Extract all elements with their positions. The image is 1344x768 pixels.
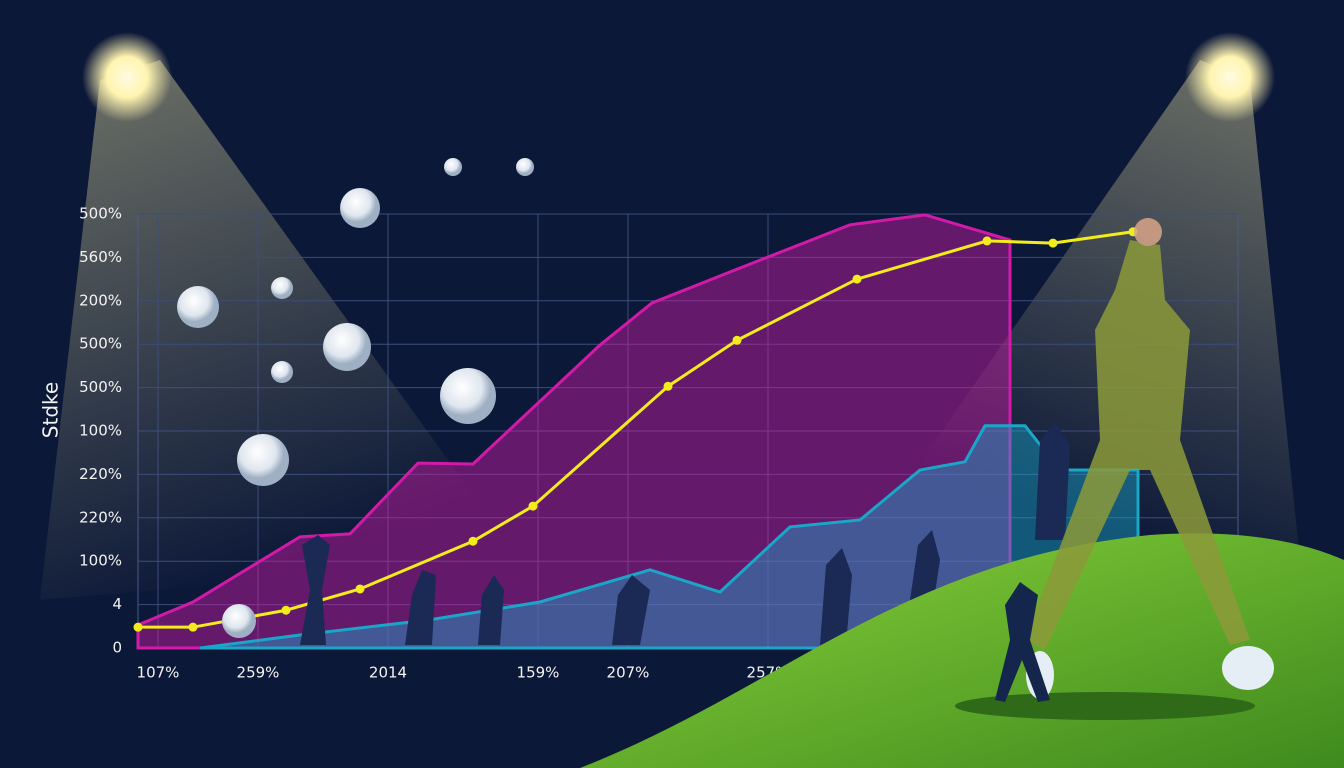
spotlight <box>1185 32 1275 122</box>
golf-ball <box>271 361 293 383</box>
point <box>281 605 291 615</box>
y-tick-label: 100% <box>79 552 122 570</box>
background <box>40 32 1300 600</box>
shadow <box>955 692 1255 720</box>
spotlight-beam <box>40 60 520 600</box>
spotlight <box>82 32 172 122</box>
y-axis-label: Stdke <box>39 382 63 438</box>
shoe <box>1222 646 1274 690</box>
point <box>355 584 365 594</box>
point <box>663 381 673 391</box>
golf-ball <box>440 368 496 424</box>
y-tick-label: 500% <box>79 378 122 396</box>
golf-ball <box>323 323 371 371</box>
y-tick-label: 200% <box>79 291 122 309</box>
point <box>468 536 478 546</box>
x-tick-label: 207% <box>607 664 650 682</box>
silhouettes <box>300 422 1070 645</box>
point <box>1048 238 1058 248</box>
golf-ball <box>271 277 293 299</box>
golf-ball <box>237 434 289 486</box>
golf-ball <box>177 286 219 328</box>
y-tick-label: 500% <box>79 205 122 223</box>
x-tick-label: 159% <box>517 664 560 682</box>
golf-ball <box>340 188 380 228</box>
point <box>732 335 742 345</box>
x-tick-label: 259% <box>237 664 280 682</box>
point <box>133 622 143 632</box>
spotlight-beam <box>880 60 1300 560</box>
point <box>188 622 198 632</box>
golf-ball <box>516 158 534 176</box>
line <box>138 230 1134 629</box>
golf-ball <box>222 604 256 638</box>
y-tick-label: 500% <box>79 335 122 353</box>
y-tick-label: 220% <box>79 508 122 526</box>
y-tick-label: 100% <box>79 422 122 440</box>
plot: 0 4 100% 220% 220% 100% 500% 500% 200% 560% 500% 10… <box>79 205 1239 682</box>
golfer <box>1025 218 1250 650</box>
y-tick-label: 220% <box>79 465 122 483</box>
y-tick-label: 560% <box>79 248 122 266</box>
silhouette <box>995 582 1050 702</box>
point <box>528 501 538 511</box>
y-tick-label: 4 <box>112 595 122 613</box>
point <box>982 236 992 246</box>
decorations <box>177 158 1344 768</box>
y-tick-label: 0 <box>112 639 122 657</box>
x-tick-label: 107% <box>137 664 180 682</box>
x-tick-label: 2014 <box>369 664 407 682</box>
golf-ball <box>444 158 462 176</box>
point <box>852 274 862 284</box>
